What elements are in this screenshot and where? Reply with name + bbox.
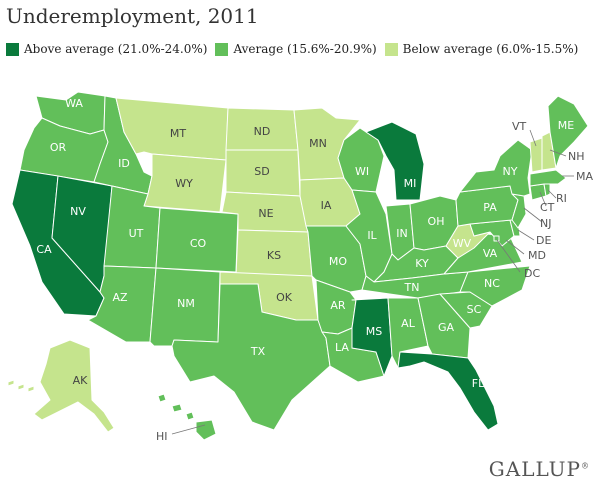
label-sd: SD: [254, 165, 269, 178]
legend-swatch-average: [215, 42, 229, 56]
label-hi: HI: [156, 430, 168, 443]
label-il: IL: [367, 229, 377, 242]
state-ct[interactable]: [529, 183, 547, 201]
label-de: DE: [536, 234, 551, 247]
legend-label-average: Average (15.6%-20.9%): [233, 42, 377, 56]
state-mi[interactable]: [365, 121, 425, 201]
label-ky: KY: [415, 257, 429, 270]
label-la: LA: [335, 341, 349, 354]
label-mn: MN: [309, 137, 327, 150]
label-ma: MA: [576, 170, 593, 183]
legend: Above average (21.0%-24.0%) Average (15.…: [6, 40, 586, 58]
legend-item-average: Average (15.6%-20.9%): [215, 42, 377, 56]
label-in: IN: [396, 227, 407, 240]
state-ak-islands[interactable]: [7, 379, 35, 393]
label-md: MD: [528, 249, 546, 262]
label-ca: CA: [36, 243, 52, 256]
legend-label-above: Above average (21.0%-24.0%): [24, 42, 208, 56]
label-ga: GA: [438, 321, 455, 334]
legend-swatch-below: [384, 42, 398, 56]
label-wa: WA: [65, 97, 83, 110]
label-ak: AK: [73, 374, 89, 387]
state-ny[interactable]: [459, 139, 533, 197]
label-ne: NE: [258, 207, 273, 220]
label-co: CO: [190, 237, 207, 250]
label-sc: SC: [467, 303, 482, 316]
label-ri: RI: [556, 192, 567, 205]
label-ut: UT: [129, 227, 144, 240]
label-ny: NY: [503, 165, 518, 178]
label-az: AZ: [112, 291, 128, 304]
map-title: Underemployment, 2011: [6, 4, 259, 28]
label-ms: MS: [366, 325, 382, 338]
label-me: ME: [558, 119, 574, 132]
label-oh: OH: [428, 215, 445, 228]
legend-item-above: Above average (21.0%-24.0%): [6, 42, 207, 56]
label-wi: WI: [355, 165, 369, 178]
label-wv: WV: [453, 237, 472, 250]
label-al: AL: [401, 317, 416, 330]
label-tx: TX: [250, 345, 266, 358]
label-nd: ND: [254, 125, 271, 138]
legend-label-below: Below average (6.0%-15.5%): [402, 42, 579, 56]
label-vt: VT: [512, 120, 527, 133]
state-hi[interactable]: [157, 393, 217, 441]
label-nm: NM: [177, 297, 195, 310]
legend-swatch-above: [6, 42, 19, 56]
label-ok: OK: [276, 291, 293, 304]
label-dc: DC: [524, 267, 540, 280]
label-ct: CT: [540, 201, 555, 214]
label-nc: NC: [484, 277, 500, 290]
label-fl: FL: [472, 377, 485, 390]
label-va: VA: [483, 247, 498, 260]
state-dc[interactable]: [493, 235, 500, 242]
label-mo: MO: [329, 255, 347, 268]
state-ak[interactable]: [33, 339, 115, 433]
state-vt[interactable]: [529, 137, 543, 173]
state-tx[interactable]: [171, 283, 331, 431]
label-nj: NJ: [540, 217, 551, 230]
state-me[interactable]: [547, 95, 589, 169]
label-id: ID: [118, 157, 130, 170]
label-ia: IA: [321, 199, 332, 212]
label-wy: WY: [175, 177, 193, 190]
label-nh: NH: [568, 150, 585, 163]
legend-item-below: Below average (6.0%-15.5%): [384, 42, 579, 56]
state-fl[interactable]: [397, 351, 499, 431]
brand-logo: GALLUP®: [488, 457, 590, 481]
label-or: OR: [50, 141, 67, 154]
label-tn: TN: [404, 281, 420, 294]
label-pa: PA: [483, 201, 497, 214]
label-mt: MT: [170, 127, 186, 140]
label-ar: AR: [330, 299, 346, 312]
label-mi: MI: [404, 177, 417, 190]
label-ks: KS: [267, 249, 281, 262]
state-ma[interactable]: [529, 169, 567, 187]
label-nv: NV: [70, 205, 86, 218]
